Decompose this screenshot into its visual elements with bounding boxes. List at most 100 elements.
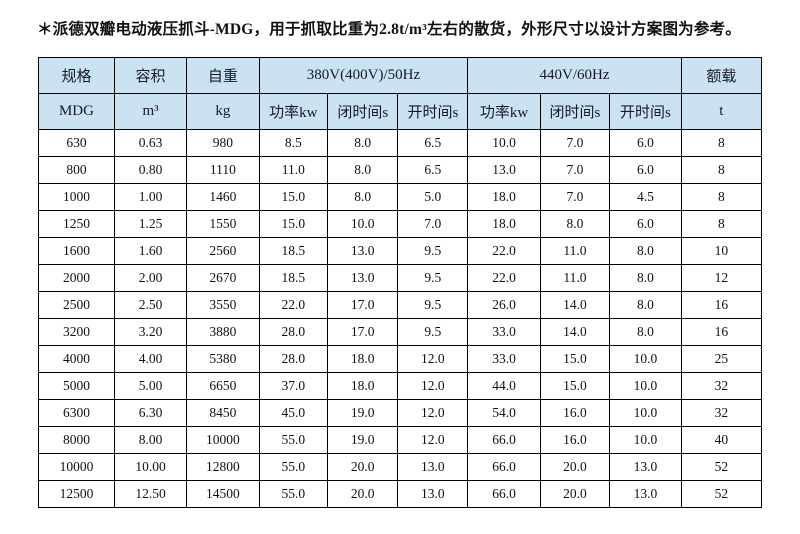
- table-row: 10000 10.00 12800 55.0 20.0 13.0 66.0 20.0 13.0 5…: [38, 453, 763, 481]
- table-cell: 33.0: [467, 318, 541, 346]
- table-cell: 55.0: [258, 480, 329, 508]
- table-cell: 19.0: [327, 399, 399, 427]
- table-cell: 6.5: [397, 156, 469, 184]
- table-cell: 13.0: [467, 156, 541, 184]
- table-cell: 6.30: [113, 399, 188, 427]
- table-cell: 3880: [186, 318, 260, 346]
- spec-table: 规格 容积 自重 380V(400V)/50Hz 440V/60Hz 额载 MD…: [38, 57, 763, 508]
- table-cell: 2000: [38, 264, 115, 292]
- table-cell: 55.0: [258, 453, 329, 481]
- table-cell: 18.0: [327, 372, 399, 400]
- table-cell: 4000: [38, 345, 115, 373]
- col-subheader-close-time-50hz: 闭时间s: [327, 93, 399, 130]
- table-cell: 8.0: [539, 210, 611, 238]
- table-cell: 66.0: [467, 480, 541, 508]
- table-cell: 7.0: [539, 183, 611, 211]
- table-cell: 19.0: [327, 426, 399, 454]
- table-cell: 54.0: [467, 399, 541, 427]
- table-cell: 10.0: [609, 345, 682, 373]
- table-cell: 9.5: [397, 291, 469, 319]
- table-cell: 22.0: [258, 291, 329, 319]
- table-cell: 4.00: [113, 345, 188, 373]
- table-cell: 13.0: [609, 453, 682, 481]
- table-cell: 12.50: [113, 480, 188, 508]
- table-cell: 630: [38, 129, 115, 157]
- table-cell: 3200: [38, 318, 115, 346]
- table-cell: 1550: [186, 210, 260, 238]
- table-cell: 44.0: [467, 372, 541, 400]
- table-cell: 1250: [38, 210, 115, 238]
- table-cell: 18.0: [327, 345, 399, 373]
- table-row: 800 0.80 1110 11.0 8.0 6.5 13.0 7.0 6.0 8: [38, 156, 763, 184]
- table-cell: 1110: [186, 156, 260, 184]
- table-cell: 9.5: [397, 318, 469, 346]
- table-cell: 10.0: [609, 426, 682, 454]
- table-cell: 11.0: [539, 264, 611, 292]
- table-cell: 1.00: [113, 183, 188, 211]
- table-cell: 22.0: [467, 264, 541, 292]
- table-cell: 18.0: [467, 210, 541, 238]
- table-row: 2500 2.50 3550 22.0 17.0 9.5 26.0 14.0 8.0 16: [38, 291, 763, 319]
- table-cell: 11.0: [539, 237, 611, 265]
- table-cell: 10000: [186, 426, 260, 454]
- table-cell: 2.00: [113, 264, 188, 292]
- table-cell: 8.0: [609, 237, 682, 265]
- table-cell: 16.0: [539, 399, 611, 427]
- table-cell: 18.5: [258, 264, 329, 292]
- table-cell: 13.0: [609, 480, 682, 508]
- table-cell: 7.0: [539, 129, 611, 157]
- table-cell: 18.0: [467, 183, 541, 211]
- table-cell: 14.0: [539, 291, 611, 319]
- table-cell: 12800: [186, 453, 260, 481]
- table-row: 12500 12.50 14500 55.0 20.0 13.0 66.0 20.0 13.0 5…: [38, 480, 763, 508]
- table-cell: 1600: [38, 237, 115, 265]
- table-cell: 11.0: [258, 156, 329, 184]
- table-body: 630 0.63 980 8.5 8.0 6.5 10.0 7.0 6.0 8 800 0.80 111…: [38, 129, 763, 508]
- table-cell: 28.0: [258, 318, 329, 346]
- table-row: 1000 1.00 1460 15.0 8.0 5.0 18.0 7.0 4.5 8: [38, 183, 763, 211]
- table-cell: 8: [680, 183, 763, 211]
- table-cell: 40: [680, 426, 763, 454]
- table-row: 1600 1.60 2560 18.5 13.0 9.5 22.0 11.0 8.0 10: [38, 237, 763, 265]
- table-cell: 1460: [186, 183, 260, 211]
- table-cell: 45.0: [258, 399, 329, 427]
- table-cell: 20.0: [327, 453, 399, 481]
- col-header-weight: 自重: [186, 57, 260, 94]
- table-cell: 33.0: [467, 345, 541, 373]
- table-cell: 10.0: [467, 129, 541, 157]
- table-cell: 14500: [186, 480, 260, 508]
- table-cell: 66.0: [467, 426, 541, 454]
- table-cell: 14.0: [539, 318, 611, 346]
- table-row: 630 0.63 980 8.5 8.0 6.5 10.0 7.0 6.0 8: [38, 129, 763, 157]
- table-cell: 12.0: [397, 399, 469, 427]
- table-cell: 3.20: [113, 318, 188, 346]
- table-cell: 8450: [186, 399, 260, 427]
- header-row-sub: MDG m³ kg 功率kw 闭时间s 开时间s 功率kw 闭时间s 开时间s …: [38, 93, 763, 130]
- table-cell: 12.0: [397, 345, 469, 373]
- table-cell: 8000: [38, 426, 115, 454]
- table-cell: 25: [680, 345, 763, 373]
- table-cell: 26.0: [467, 291, 541, 319]
- table-cell: 6.0: [609, 129, 682, 157]
- table-cell: 13.0: [327, 264, 399, 292]
- table-cell: 2670: [186, 264, 260, 292]
- table-cell: 12.0: [397, 372, 469, 400]
- table-cell: 13.0: [397, 480, 469, 508]
- table-cell: 55.0: [258, 426, 329, 454]
- table-cell: 980: [186, 129, 260, 157]
- table-cell: 8: [680, 129, 763, 157]
- col-subheader-load-unit: t: [680, 93, 763, 130]
- table-cell: 15.0: [258, 183, 329, 211]
- table-cell: 0.63: [113, 129, 188, 157]
- table-cell: 66.0: [467, 453, 541, 481]
- table-cell: 3550: [186, 291, 260, 319]
- table-cell: 15.0: [539, 345, 611, 373]
- table-cell: 2500: [38, 291, 115, 319]
- col-subheader-power-50hz: 功率kw: [258, 93, 329, 130]
- table-cell: 800: [38, 156, 115, 184]
- table-cell: 15.0: [539, 372, 611, 400]
- table-cell: 5000: [38, 372, 115, 400]
- table-cell: 12.0: [397, 426, 469, 454]
- table-row: 1250 1.25 1550 15.0 10.0 7.0 18.0 8.0 6.0 8: [38, 210, 763, 238]
- table-cell: 1.25: [113, 210, 188, 238]
